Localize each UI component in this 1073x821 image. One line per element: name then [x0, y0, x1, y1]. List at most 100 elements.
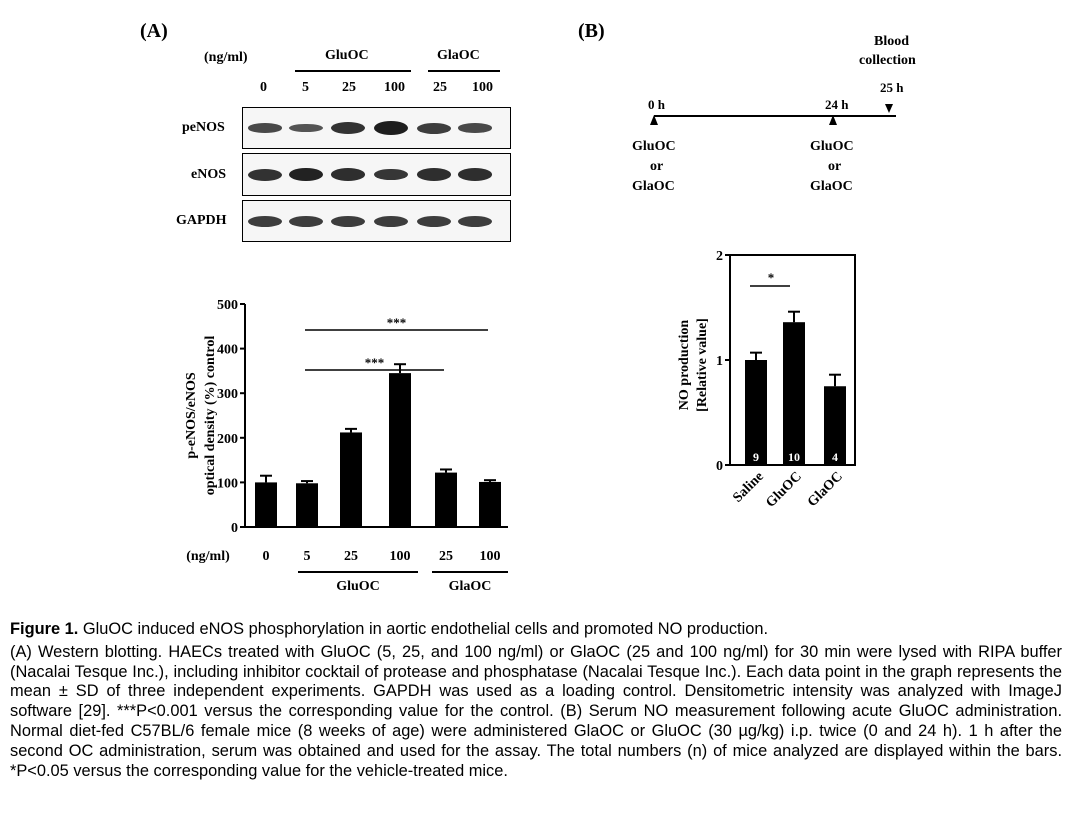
timeline-down-arrow-25h	[885, 104, 893, 113]
timeline-event-0h-line2: or	[650, 159, 664, 174]
blot-unit-label: (ng/ml)	[204, 50, 248, 65]
blot-group-glaoc: GlaOC	[437, 48, 480, 63]
y-tick-label: 0	[716, 459, 723, 474]
bar	[389, 373, 411, 527]
blot-band	[458, 168, 492, 181]
timeline-time-24h: 24 h	[825, 97, 849, 112]
x-tick-label: 100	[480, 549, 501, 564]
x-tick-label: 100	[390, 549, 411, 564]
timeline-time-0h: 0 h	[648, 97, 665, 112]
bar	[479, 481, 501, 527]
significance-label: ***	[365, 355, 385, 370]
significance-label: ***	[387, 315, 407, 330]
timeline-event-24h-line2: or	[828, 159, 842, 174]
timeline-event-0h-line3: GlaOC	[632, 179, 675, 194]
blot-band	[458, 123, 492, 133]
blot-eNOS	[242, 153, 511, 196]
blot-band	[417, 215, 451, 227]
x-tick-label: 5	[304, 549, 311, 564]
y-axis-label-line1: p-eNOS/eNOS	[184, 372, 199, 459]
blot-band	[248, 168, 282, 181]
blot-band	[289, 215, 323, 227]
timeline-end-label-line2: collection	[859, 53, 916, 68]
blot-lane-label: 100	[472, 80, 493, 95]
blot-group-glaoc-underline	[428, 70, 500, 72]
blot-row-label-peNOS: peNOS	[182, 120, 225, 135]
bar	[824, 386, 846, 465]
y-tick-label: 500	[217, 298, 238, 313]
blot-row-label-GAPDH: GAPDH	[176, 213, 227, 228]
group-label: GlaOC	[449, 579, 492, 594]
timeline-event-24h-line3: GlaOC	[810, 179, 853, 194]
blot-group-gluoc-underline	[295, 70, 411, 72]
bar-n-label: 9	[753, 450, 759, 464]
bar	[435, 472, 457, 527]
timeline-up-arrow-24h	[829, 115, 837, 125]
blot-band	[248, 123, 282, 133]
panel-a-label: (A)	[140, 20, 168, 42]
timeline-up-arrow-0h	[650, 115, 658, 125]
y-tick-label: 1	[716, 354, 723, 369]
bar-n-label: 4	[832, 450, 838, 464]
chart-a: 0 100 200 300 400 500 0 5 25 100 25 100 (ng/ml) GluOC…	[184, 298, 508, 594]
x-tick-label: 0	[263, 549, 270, 564]
y-tick-label: 400	[217, 343, 238, 358]
blot-lane-label: 5	[302, 80, 309, 95]
x-tick-label: 25	[344, 549, 358, 564]
blot-GAPDH	[242, 200, 511, 242]
panel-b-label: (B)	[578, 20, 605, 42]
blot-band	[374, 121, 408, 135]
y-tick-label: 0	[231, 521, 238, 536]
group-label: GluOC	[336, 579, 380, 594]
blot-band	[331, 122, 365, 134]
y-tick-label: 2	[716, 249, 723, 264]
caption-title-text: GluOC induced eNOS phosphorylation in ao…	[78, 620, 769, 638]
x-tick-label: Saline	[730, 469, 766, 505]
bar	[255, 482, 277, 527]
timeline-time-25h: 25 h	[880, 80, 904, 95]
y-tick-label: 200	[217, 432, 238, 447]
figure-caption: Figure 1. GluOC induced eNOS phosphoryla…	[10, 620, 1062, 781]
x-tick-label: GluOC	[763, 469, 804, 510]
blot-band	[417, 168, 451, 181]
y-tick-label: 100	[217, 476, 238, 491]
blot-band	[374, 168, 408, 181]
caption-body: (A) Western blotting. HAECs treated with…	[10, 642, 1062, 780]
blot-band	[289, 167, 323, 182]
y-axis-label-line2: [Relative value]	[695, 318, 710, 412]
timeline-markers	[650, 104, 893, 125]
blot-row-label-eNOS: eNOS	[191, 167, 226, 182]
bar	[783, 322, 805, 465]
bar	[296, 483, 318, 527]
blot-lane-label: 25	[342, 80, 356, 95]
caption-title-bold: Figure 1.	[10, 620, 79, 638]
blot-band	[331, 215, 365, 227]
blot-lane-label: 0	[260, 80, 267, 95]
y-axis-label-line2: optical density (%) control	[203, 336, 218, 496]
x-tick-label: 25	[439, 549, 453, 564]
blot-band	[458, 215, 492, 227]
blot-band	[417, 122, 451, 134]
blot-group-gluoc: GluOC	[325, 48, 369, 63]
blot-band	[331, 168, 365, 181]
y-tick-label: 300	[217, 387, 238, 402]
blot-peNOS	[242, 107, 511, 149]
timeline-event-24h-line1: GluOC	[810, 139, 854, 154]
blot-band	[374, 215, 408, 227]
chart-b: 0 1 2 9 Saline 10 GluOC 4 GlaOC * NO production [Re…	[677, 249, 856, 511]
blot-band	[248, 215, 282, 227]
timeline-axis	[654, 115, 896, 117]
x-axis-label: (ng/ml)	[186, 549, 230, 564]
blot-lane-label: 100	[384, 80, 405, 95]
bar-n-label: 10	[788, 450, 800, 464]
x-tick-label: GlaOC	[805, 469, 846, 510]
bar	[340, 432, 362, 527]
blot-lane-label: 25	[433, 80, 447, 95]
caption-title: Figure 1. GluOC induced eNOS phosphoryla…	[10, 620, 1062, 640]
y-axis-label-line1: NO production	[677, 320, 692, 411]
bar	[745, 360, 767, 465]
significance-label: *	[768, 270, 775, 285]
timeline-event-0h-line1: GluOC	[632, 139, 676, 154]
blot-band	[289, 123, 323, 133]
timeline-end-label-line1: Blood	[874, 34, 910, 49]
